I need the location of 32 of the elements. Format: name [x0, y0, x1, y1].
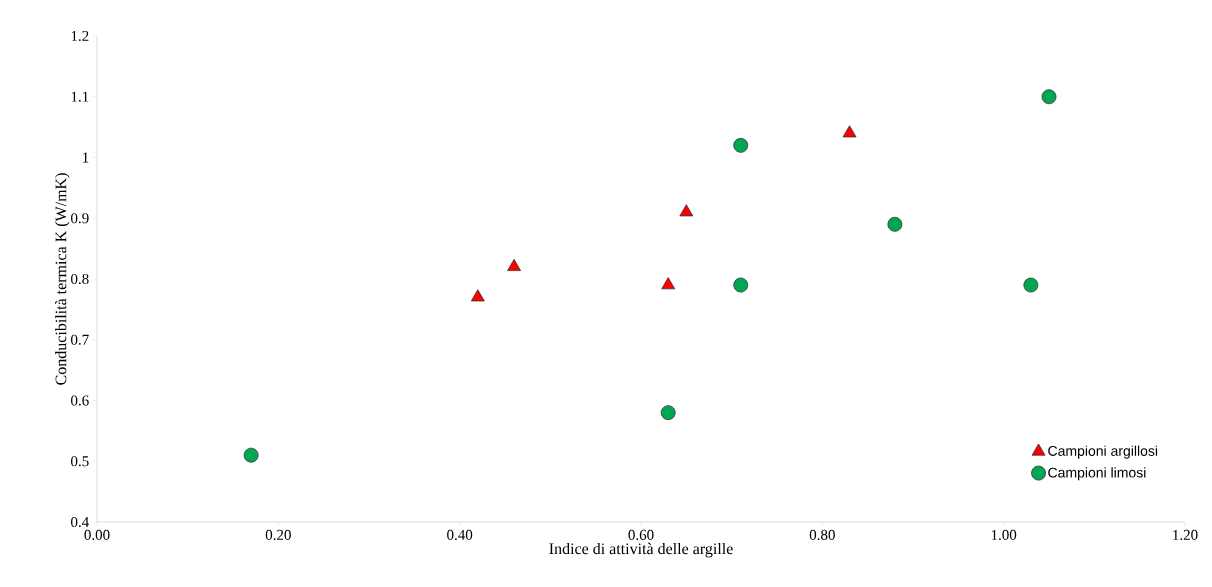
point — [661, 277, 676, 290]
point — [679, 204, 694, 217]
point — [243, 447, 259, 463]
x-tick-label: 0.00 — [84, 529, 110, 540]
x-tick-label: 1.20 — [1173, 529, 1198, 540]
legend-label: Campioni limosi — [1048, 467, 1146, 481]
point — [887, 216, 903, 232]
y-axis-title: Conducibilità termica K (W/mK) — [55, 173, 70, 385]
point — [1023, 277, 1039, 293]
y-tick-label: 1 — [83, 152, 89, 163]
y-tick-label: 1.1 — [71, 91, 89, 102]
y-tick-label: 0.5 — [71, 456, 89, 467]
x-axis-title: Indice di attività delle argille — [549, 542, 733, 558]
x-tick-label: 0.20 — [265, 529, 291, 540]
x-tick-label: 0.80 — [809, 529, 835, 540]
y-tick-label: 0.6 — [71, 395, 89, 406]
point — [507, 258, 521, 271]
y-tick-label: 0.8 — [71, 273, 89, 285]
y-tick-label: 1.2 — [71, 30, 89, 42]
x-tick-label: 0.60 — [628, 529, 654, 540]
point — [660, 405, 676, 421]
point — [1041, 89, 1057, 105]
legend-label: Campioni argillosi — [1048, 445, 1158, 459]
x-tick-label: 1.00 — [991, 529, 1017, 540]
y-tick-label: 0.7 — [71, 334, 89, 345]
point — [470, 289, 485, 302]
point — [733, 137, 749, 153]
point — [842, 125, 857, 138]
x-tick-label: 0.40 — [447, 529, 473, 540]
y-tick-label: 0.4 — [71, 516, 89, 528]
point — [733, 277, 749, 293]
y-tick-label: 0.9 — [71, 213, 89, 224]
